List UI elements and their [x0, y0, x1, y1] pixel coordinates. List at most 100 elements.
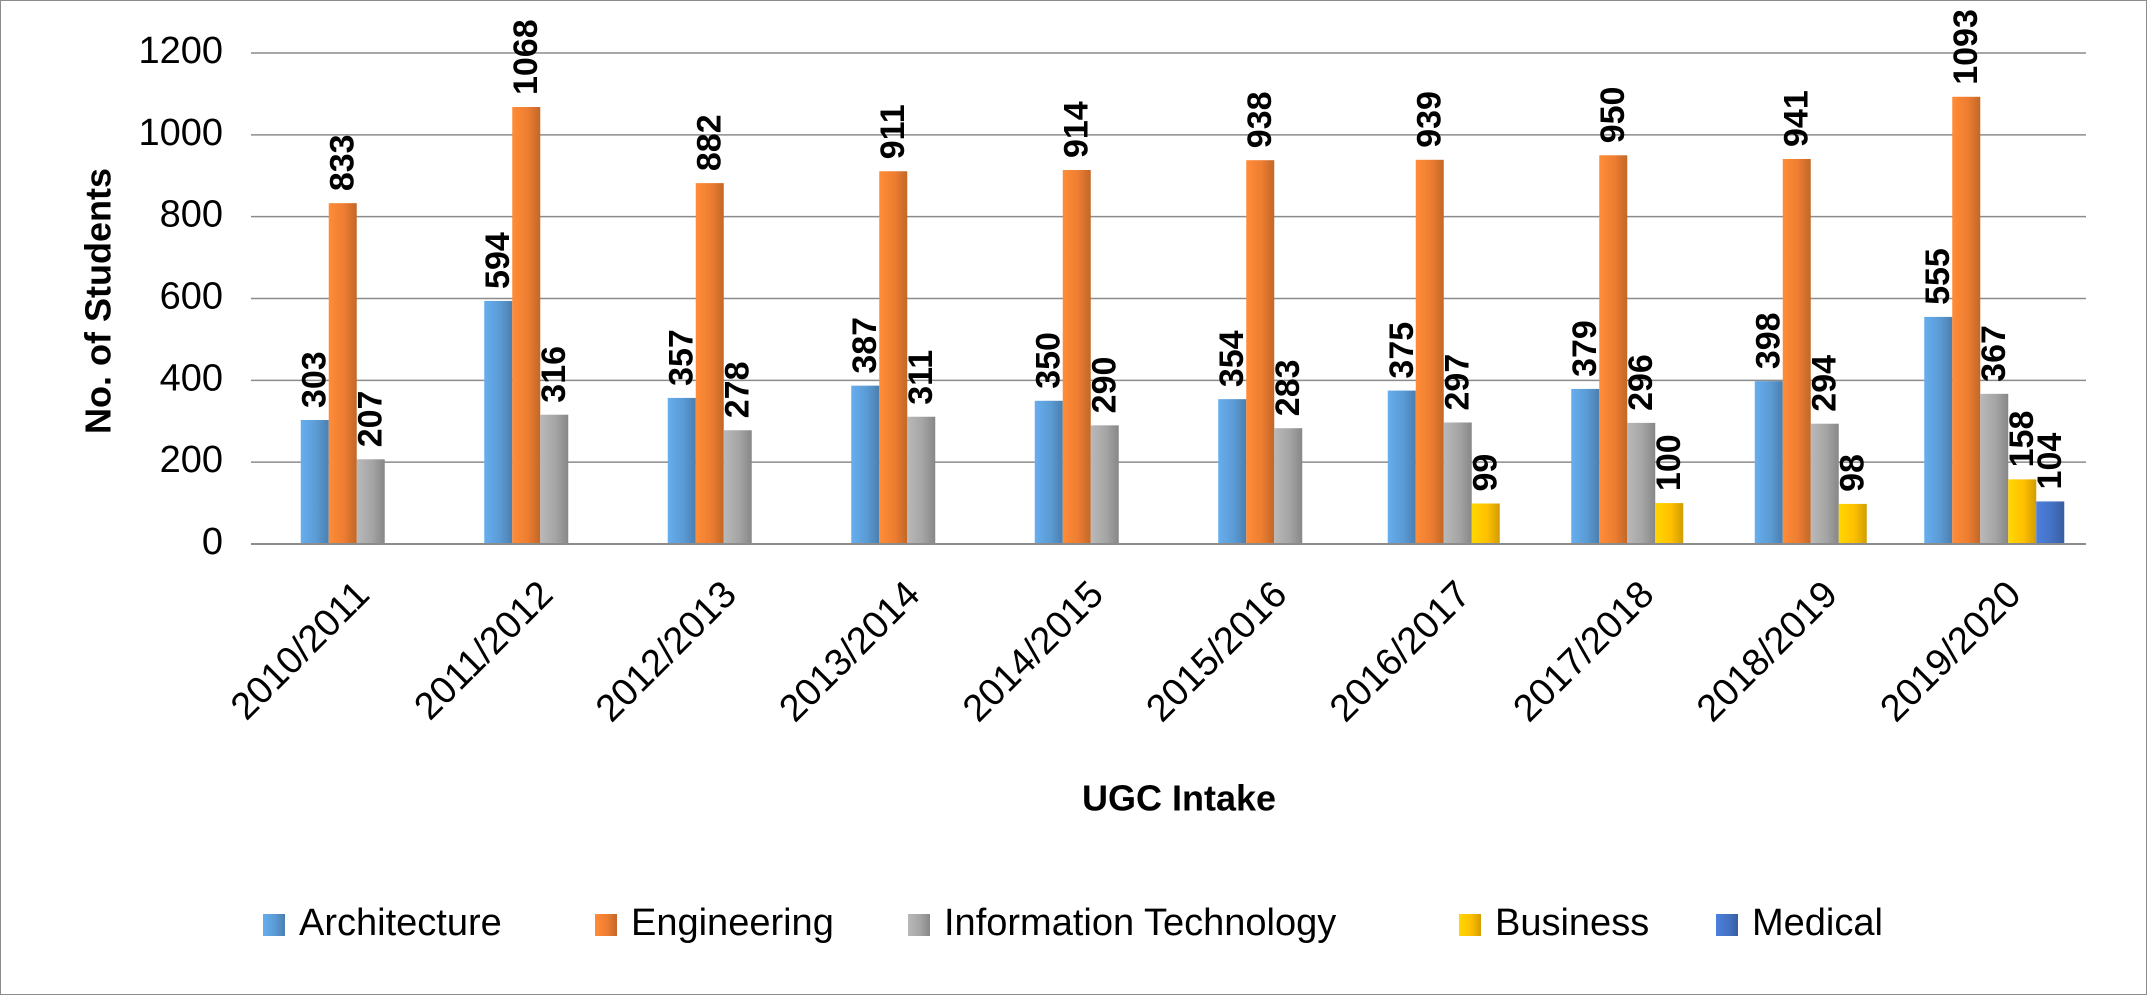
- y-tick-label: 0: [202, 521, 223, 563]
- data-label: 914: [1058, 101, 1096, 158]
- data-label: 367: [1975, 325, 2013, 382]
- data-label: 387: [846, 317, 884, 374]
- bar-information-technology: [1980, 393, 2009, 544]
- bar-information-technology: [540, 414, 569, 544]
- bar-information-technology: [907, 416, 936, 544]
- legend-swatch: [1716, 914, 1738, 936]
- legend-item-medical: Medical: [1716, 902, 1883, 944]
- data-label: 375: [1383, 322, 1421, 379]
- bar-architecture: [1924, 316, 1953, 544]
- data-label: 350: [1030, 332, 1068, 389]
- bar-architecture: [1387, 390, 1416, 544]
- data-label: 297: [1439, 354, 1477, 411]
- x-tick-label: 2012/2013: [588, 573, 745, 730]
- data-label: 290: [1086, 357, 1124, 414]
- data-label: 104: [2031, 433, 2069, 490]
- bar-engineering: [695, 183, 724, 545]
- bar-information-technology: [1090, 425, 1119, 544]
- bar-engineering: [512, 107, 541, 544]
- bar-information-technology: [356, 459, 385, 544]
- legend-swatch: [595, 914, 617, 936]
- data-label: 398: [1750, 312, 1788, 369]
- legend-label: Engineering: [631, 902, 834, 944]
- data-label: 833: [324, 134, 362, 191]
- data-label: 950: [1594, 87, 1632, 144]
- legend-item-architecture: Architecture: [263, 902, 502, 944]
- x-tick-label: 2016/2017: [1322, 573, 1479, 730]
- data-label: 379: [1566, 320, 1604, 377]
- bar-architecture: [667, 397, 696, 544]
- bar-engineering: [328, 203, 357, 544]
- data-label: 938: [1241, 91, 1279, 148]
- x-tick-label: 2013/2014: [772, 573, 929, 730]
- data-label: 1093: [1947, 9, 1985, 85]
- bar-engineering: [1599, 155, 1628, 544]
- bar-architecture: [851, 385, 880, 544]
- bar-engineering: [1415, 159, 1444, 545]
- bars: [300, 96, 2065, 545]
- data-label: 882: [691, 114, 729, 171]
- bar-architecture: [1754, 381, 1783, 544]
- x-tick-label: 2010/2011: [223, 573, 378, 728]
- legend-item-business: Business: [1459, 902, 1649, 944]
- bar-architecture: [1034, 400, 1063, 544]
- y-axis-title: No. of Students: [78, 168, 119, 434]
- bar-business: [1471, 503, 1500, 544]
- bar-information-technology: [1443, 422, 1472, 544]
- legend: Architecture Engineering Information Techn…: [263, 902, 1883, 944]
- data-label: 316: [535, 346, 573, 403]
- bar-architecture: [1218, 399, 1247, 544]
- data-label: 594: [479, 232, 517, 289]
- bar-medical: [2036, 501, 2065, 544]
- bar-information-technology: [1810, 423, 1839, 544]
- data-label: 207: [352, 391, 390, 448]
- data-label: 99: [1467, 454, 1505, 492]
- legend-label: Medical: [1752, 902, 1883, 944]
- bar-engineering: [1246, 160, 1275, 544]
- data-labels: 303 833 207 594 1068 316 357 882 278 387 911 311 350…: [296, 9, 2070, 492]
- data-label: 354: [1213, 330, 1251, 387]
- legend-label: Business: [1495, 902, 1649, 944]
- data-label: 98: [1834, 454, 1872, 492]
- y-tick-label: 1200: [138, 30, 223, 72]
- x-tick-label: 2017/2018: [1506, 573, 1663, 730]
- x-tick-label: 2011/2012: [407, 573, 562, 728]
- bar-engineering: [1062, 170, 1091, 544]
- data-label: 283: [1269, 359, 1307, 416]
- bar-information-technology: [1627, 422, 1656, 544]
- x-tick-label: 2018/2019: [1689, 573, 1846, 730]
- y-tick-label: 600: [160, 276, 223, 318]
- x-axis-ticks: 2010/2011 2011/2012 2012/2013 2013/2014 2014…: [223, 573, 2029, 730]
- legend-swatch: [1459, 914, 1481, 936]
- bar-architecture: [1571, 388, 1600, 544]
- bar-business: [1655, 503, 1684, 544]
- legend-item-engineering: Engineering: [595, 902, 834, 944]
- data-label: 1068: [507, 19, 545, 95]
- data-label: 278: [719, 362, 757, 419]
- bar-information-technology: [1274, 428, 1303, 544]
- data-label: 296: [1622, 354, 1660, 411]
- bar-business: [1838, 503, 1867, 544]
- data-label: 941: [1778, 90, 1816, 147]
- bar-engineering: [1782, 158, 1811, 544]
- y-tick-label: 400: [160, 357, 223, 399]
- legend-label: Architecture: [299, 902, 502, 944]
- legend-swatch: [263, 914, 285, 936]
- bar-engineering: [879, 171, 908, 545]
- data-label: 357: [663, 329, 701, 386]
- data-label: 555: [1919, 248, 1957, 305]
- data-label: 100: [1650, 434, 1688, 491]
- data-label: 158: [2003, 411, 2041, 468]
- bar-information-technology: [723, 430, 752, 544]
- bar-architecture: [484, 300, 513, 544]
- bar-engineering: [1952, 96, 1981, 545]
- y-tick-label: 1000: [138, 112, 223, 154]
- x-tick-label: 2015/2016: [1139, 573, 1296, 730]
- data-label: 303: [296, 351, 334, 408]
- x-tick-label: 2019/2020: [1873, 573, 2030, 730]
- legend-item-information-technology: Information Technology: [908, 902, 1336, 944]
- legend-swatch: [908, 914, 930, 936]
- x-tick-label: 2014/2015: [955, 573, 1112, 730]
